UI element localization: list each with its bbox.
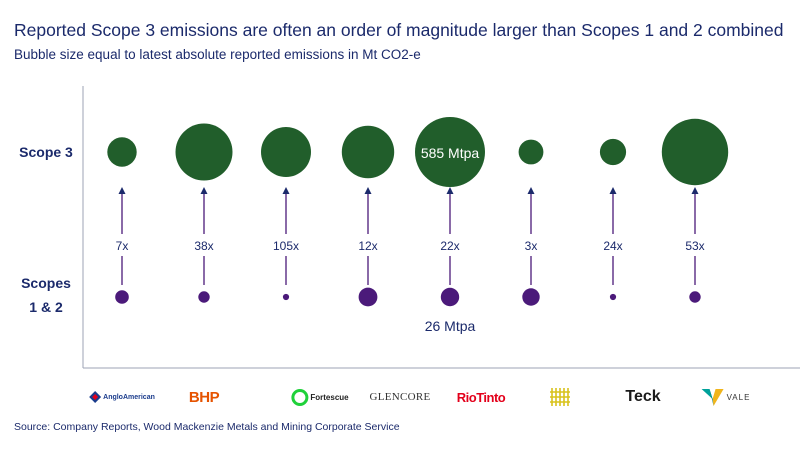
scope12-bubble-glencore [358,287,378,307]
anglo-american-logo: AngloAmerican [89,380,155,414]
arrow-head-rio-tinto [446,187,454,194]
multiplier-label-vale: 53x [685,239,704,253]
chart-subtitle: Bubble size equal to latest absolute rep… [14,47,421,62]
scope12-bubble-bhp [198,291,210,303]
scope12-bubble-anglo-american [115,290,129,304]
row-label-scope12: Scopes 1 & 2 [21,275,71,315]
bhp-logo: BHP [188,388,220,406]
scope3-bubble-fortescue [261,127,311,177]
multiplier-label-anglo-american: 7x [116,239,129,253]
scope3-bubble-rio-tinto [415,117,485,187]
arrow-head-anglo-american [118,187,126,194]
scope12-bubble-fortescue [282,293,290,301]
vale-wordmark: VALE [726,392,751,402]
scope12-bubble-teck [609,293,617,301]
teck-logo: Teck [625,388,661,405]
scope12-bubble-vale [689,291,701,303]
multiplier-label-saudi-arabian-mining-ma-aden: 3x [525,239,538,253]
source-note: Source: Company Reports, Wood Mackenzie … [14,421,400,433]
scope3-bubble-anglo-american [107,137,137,167]
arrow-head-saudi-arabian-mining-ma-aden [527,187,535,194]
anglo-american-icon [89,391,102,403]
scope3-bubble-glencore [341,125,395,179]
rio-tinto-logo: RioTinto [456,389,506,405]
chart-title: Reported Scope 3 emissions are often an … [14,20,784,40]
multiplier-label-bhp: 38x [194,239,213,253]
multiplier-label-glencore: 12x [358,239,377,253]
multiplier-label-teck: 24x [603,239,622,253]
fortescue-logo: Fortescue [291,380,349,414]
company-logo-row: AngloAmerican BHP Fortescue GLENCORE Rio… [84,380,800,414]
scope12-bubble-saudi-arabian-mining-ma-aden [522,288,540,306]
scope3-bubble-bhp [175,123,233,181]
scope3-bubble-vale [661,118,729,186]
scope12-annotation: 26 Mtpa [425,318,476,334]
arrow-head-teck [609,187,617,194]
maaden-emblem-icon [550,388,570,406]
anglo-american-wordmark: AngloAmerican [103,393,155,401]
glencore-logo: GLENCORE [369,391,431,403]
vale-logo: VALE [701,380,751,414]
fortescue-wordmark: Fortescue [310,392,349,402]
fortescue-ring-icon [291,388,309,406]
scope3-bubble-teck [599,138,627,166]
vale-v-icon [701,389,724,406]
arrow-head-fortescue [282,187,290,194]
row-label-scope3: Scope 3 [19,144,73,160]
arrow-head-glencore [364,187,372,194]
scope3-bubble-saudi-arabian-mining-ma-aden [518,139,544,165]
multiplier-label-rio-tinto: 22x [440,239,459,253]
multiplier-label-fortescue: 105x [273,239,299,253]
arrow-head-bhp [200,187,208,194]
arrow-head-vale [691,187,699,194]
maaden-logo [550,380,570,414]
scope12-bubble-rio-tinto [440,287,460,307]
scope3-max-annotation: 585 Mtpa [421,145,480,161]
